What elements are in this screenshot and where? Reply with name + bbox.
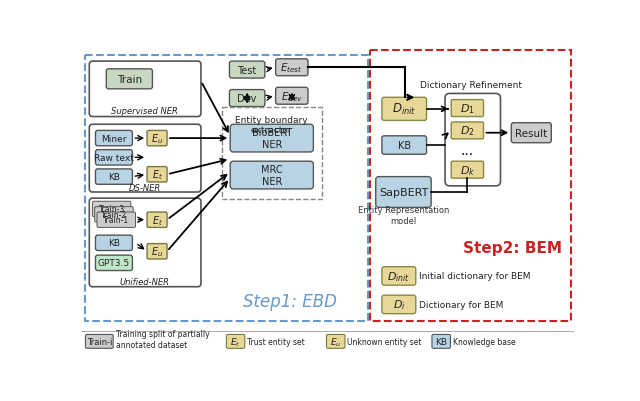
Text: Dictionary for BEM: Dictionary for BEM bbox=[419, 300, 503, 309]
FancyBboxPatch shape bbox=[97, 213, 136, 228]
FancyBboxPatch shape bbox=[86, 334, 113, 348]
FancyBboxPatch shape bbox=[95, 170, 132, 185]
Text: Train: Train bbox=[116, 75, 142, 85]
FancyBboxPatch shape bbox=[382, 267, 416, 286]
Text: Unknown entity set: Unknown entity set bbox=[348, 337, 422, 346]
FancyBboxPatch shape bbox=[382, 136, 427, 155]
Text: Train-i: Train-i bbox=[86, 337, 112, 346]
Text: DS-NER: DS-NER bbox=[129, 183, 161, 192]
FancyBboxPatch shape bbox=[90, 198, 201, 287]
Text: Step1: EBD: Step1: EBD bbox=[243, 293, 337, 310]
FancyBboxPatch shape bbox=[147, 244, 167, 259]
FancyBboxPatch shape bbox=[90, 125, 201, 192]
Text: MRC
NER: MRC NER bbox=[261, 165, 283, 186]
FancyBboxPatch shape bbox=[92, 202, 131, 217]
FancyBboxPatch shape bbox=[147, 131, 167, 146]
Text: $E_{test}$: $E_{test}$ bbox=[280, 61, 303, 75]
FancyBboxPatch shape bbox=[95, 235, 132, 251]
Text: $E_u$: $E_u$ bbox=[151, 245, 163, 259]
Text: BioBERT
NER: BioBERT NER bbox=[252, 128, 292, 150]
Text: SapBERT: SapBERT bbox=[379, 188, 428, 198]
FancyBboxPatch shape bbox=[445, 94, 500, 186]
Text: Unified-NER: Unified-NER bbox=[120, 277, 170, 286]
Text: Dictionary Refinement: Dictionary Refinement bbox=[420, 81, 522, 89]
Text: Raw text: Raw text bbox=[94, 154, 134, 162]
FancyBboxPatch shape bbox=[230, 162, 314, 189]
Text: Test: Test bbox=[237, 65, 257, 75]
FancyBboxPatch shape bbox=[147, 167, 167, 182]
FancyBboxPatch shape bbox=[432, 334, 451, 348]
FancyBboxPatch shape bbox=[511, 124, 551, 144]
Text: KB: KB bbox=[435, 337, 447, 346]
FancyBboxPatch shape bbox=[227, 334, 245, 348]
Text: $D_1$: $D_1$ bbox=[460, 102, 475, 115]
FancyBboxPatch shape bbox=[95, 131, 132, 146]
FancyBboxPatch shape bbox=[276, 60, 308, 77]
FancyBboxPatch shape bbox=[95, 150, 132, 166]
FancyBboxPatch shape bbox=[230, 90, 265, 107]
Text: $D_{init}$: $D_{init}$ bbox=[392, 102, 417, 117]
Text: Entity boundary
extractor: Entity boundary extractor bbox=[236, 116, 308, 135]
Text: ...: ... bbox=[461, 143, 474, 157]
FancyBboxPatch shape bbox=[230, 125, 314, 152]
Text: KB: KB bbox=[108, 239, 120, 248]
FancyBboxPatch shape bbox=[382, 296, 416, 314]
FancyBboxPatch shape bbox=[95, 207, 133, 223]
FancyBboxPatch shape bbox=[90, 62, 201, 117]
FancyBboxPatch shape bbox=[451, 123, 484, 140]
Text: $E_t$: $E_t$ bbox=[152, 168, 163, 182]
Text: Train-2: Train-2 bbox=[101, 210, 127, 219]
Text: Train-1: Train-1 bbox=[103, 216, 129, 225]
Text: $E_u$: $E_u$ bbox=[151, 132, 163, 146]
Text: Miner: Miner bbox=[101, 134, 127, 143]
Bar bbox=[369, 51, 572, 322]
Text: Knowledge base: Knowledge base bbox=[452, 337, 515, 346]
Text: $E_u$: $E_u$ bbox=[330, 335, 341, 348]
FancyBboxPatch shape bbox=[106, 70, 152, 89]
FancyBboxPatch shape bbox=[326, 334, 345, 348]
Text: Step2: BEM: Step2: BEM bbox=[463, 240, 563, 255]
Bar bbox=[84, 56, 368, 321]
Text: $D_2$: $D_2$ bbox=[460, 124, 475, 138]
FancyBboxPatch shape bbox=[376, 177, 431, 208]
FancyBboxPatch shape bbox=[95, 255, 132, 271]
Text: $D_k$: $D_k$ bbox=[460, 163, 475, 177]
Text: Training split of partially
annotated dataset: Training split of partially annotated da… bbox=[116, 330, 210, 349]
FancyBboxPatch shape bbox=[382, 98, 427, 121]
Text: Entity Representation
model: Entity Representation model bbox=[358, 206, 449, 225]
Text: $E_{dev}$: $E_{dev}$ bbox=[281, 90, 303, 103]
FancyBboxPatch shape bbox=[451, 100, 484, 117]
Text: $D_i$: $D_i$ bbox=[392, 298, 405, 312]
Bar bbox=[221, 107, 322, 199]
Text: $E_t$: $E_t$ bbox=[152, 213, 163, 227]
Text: KB: KB bbox=[397, 141, 411, 151]
Text: Supervised NER: Supervised NER bbox=[111, 107, 178, 115]
Text: Trust entity set: Trust entity set bbox=[247, 337, 305, 346]
Text: Result: Result bbox=[515, 128, 547, 138]
Text: Initial dictionary for BEM: Initial dictionary for BEM bbox=[419, 272, 531, 281]
Text: $D_{init}$: $D_{init}$ bbox=[387, 269, 410, 283]
FancyBboxPatch shape bbox=[230, 62, 265, 79]
FancyBboxPatch shape bbox=[451, 162, 484, 179]
Text: Train-3: Train-3 bbox=[99, 205, 125, 214]
FancyBboxPatch shape bbox=[276, 88, 308, 105]
Text: GPT3.5: GPT3.5 bbox=[98, 259, 130, 268]
Text: KB: KB bbox=[108, 173, 120, 182]
FancyBboxPatch shape bbox=[147, 213, 167, 228]
Text: Dev: Dev bbox=[237, 94, 257, 104]
Text: $E_t$: $E_t$ bbox=[230, 335, 241, 348]
